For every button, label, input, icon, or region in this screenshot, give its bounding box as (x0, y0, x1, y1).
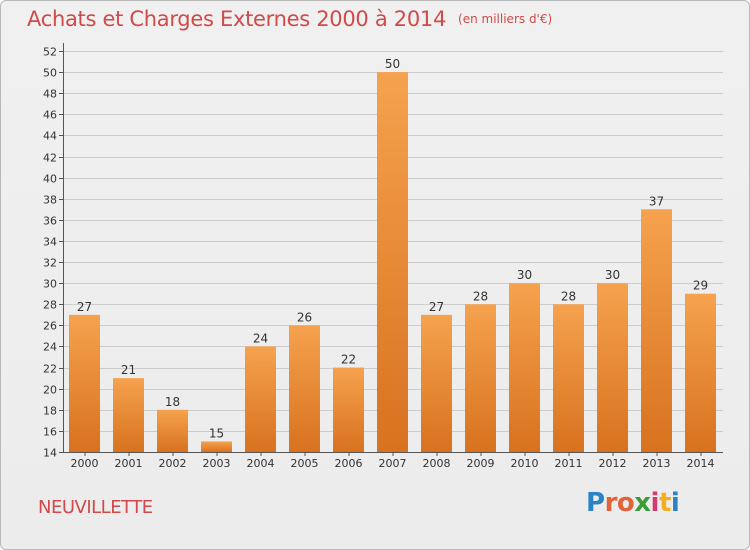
data-label-2014: 29 (693, 279, 708, 293)
x-tick-label-2008: 2008 (423, 457, 451, 470)
bar-2013 (641, 209, 672, 452)
bar-2010 (509, 283, 540, 452)
bar-2004 (245, 346, 276, 452)
data-label-2008: 27 (429, 300, 444, 314)
data-label-2002: 18 (165, 395, 180, 409)
x-tick-label-2005: 2005 (291, 457, 319, 470)
bar-2003 (201, 441, 232, 452)
chart-unit: (en milliers d'€) (458, 12, 553, 26)
bar-2008 (421, 314, 452, 452)
bar-2014 (685, 293, 716, 452)
y-tick-label: 20 (43, 384, 57, 397)
data-label-2009: 28 (473, 289, 488, 303)
y-tick-label: 18 (43, 405, 57, 418)
y-tick-label: 24 (43, 341, 57, 354)
y-tick-label: 26 (43, 320, 57, 333)
data-label-2012: 30 (605, 268, 620, 282)
title-block: Achats et Charges Externes 2000 à 2014 (e… (27, 7, 552, 31)
x-tick-label-2011: 2011 (555, 457, 583, 470)
place-name: NEUVILLETTE (38, 497, 153, 518)
y-tick-label: 34 (43, 236, 57, 249)
y-tick-label: 22 (43, 363, 57, 376)
x-tick-label-2013: 2013 (643, 457, 671, 470)
axes (59, 43, 723, 456)
bar-2011 (553, 304, 584, 452)
y-tick-label: 44 (43, 130, 57, 143)
data-label-2013: 37 (649, 194, 664, 208)
bar-2006 (333, 367, 364, 452)
proxiti-logo: Proxiti (586, 488, 680, 518)
data-labels: 27 21 18 15 24 26 22 50 27 28 30 28 30 37 29 (77, 57, 708, 440)
chart-title: Achats et Charges Externes 2000 à 2014 (27, 7, 447, 31)
x-tick-label-2007: 2007 (379, 457, 407, 470)
y-tick-label: 42 (43, 152, 57, 165)
data-label-2004: 24 (253, 331, 268, 345)
bar-2005 (289, 325, 320, 452)
y-tick-label: 46 (43, 109, 57, 122)
logo-letter: P (586, 488, 605, 518)
bar-2012 (597, 283, 628, 452)
y-tick-label: 16 (43, 426, 57, 439)
x-tick-label-2003: 2003 (203, 457, 231, 470)
y-tick-label: 28 (43, 299, 57, 312)
y-tick-label: 32 (43, 257, 57, 270)
data-label-2011: 28 (561, 289, 576, 303)
y-tick-label: 50 (43, 67, 57, 80)
bar-2001 (113, 378, 144, 452)
y-tick-label: 48 (43, 88, 57, 101)
bar-2007 (377, 72, 408, 453)
x-tick-label-2012: 2012 (599, 457, 627, 470)
bar-2009 (465, 304, 496, 452)
x-tick-label-2006: 2006 (335, 457, 363, 470)
x-tick-label-2004: 2004 (247, 457, 275, 470)
logo-letter: o (616, 488, 635, 518)
y-tick-label: 30 (43, 278, 57, 291)
logo-letter: x (634, 488, 651, 518)
x-tick-label-2002: 2002 (159, 457, 187, 470)
y-tick-label: 52 (43, 46, 57, 59)
logo-letter: i (670, 488, 680, 518)
y-tick-label: 40 (43, 173, 57, 186)
bar-2002 (157, 409, 188, 452)
bar-2000 (69, 314, 100, 452)
data-label-2006: 22 (341, 353, 356, 367)
data-label-2007: 50 (385, 57, 400, 71)
logo-letter: r (604, 488, 618, 518)
data-label-2010: 30 (517, 268, 532, 282)
data-label-2005: 26 (297, 310, 312, 324)
x-tick-label-2001: 2001 (115, 457, 143, 470)
y-tick-label: 36 (43, 215, 57, 228)
y-tick-label: 14 (43, 447, 57, 460)
y-tick-label: 38 (43, 194, 57, 207)
tick-labels: 14 16 18 20 22 24 26 28 30 32 34 36 38 40 42 44 46 48 50 52… (43, 46, 715, 471)
logo-letter: i (650, 488, 660, 518)
x-tick-label-2010: 2010 (511, 457, 539, 470)
bars (69, 72, 716, 453)
x-tick-label-2000: 2000 (71, 457, 99, 470)
data-label-2001: 21 (121, 363, 136, 377)
data-label-2003: 15 (209, 426, 224, 440)
logo-letter: t (658, 488, 671, 518)
data-label-2000: 27 (77, 300, 92, 314)
x-tick-label-2009: 2009 (467, 457, 495, 470)
x-tick-label-2014: 2014 (687, 457, 715, 470)
